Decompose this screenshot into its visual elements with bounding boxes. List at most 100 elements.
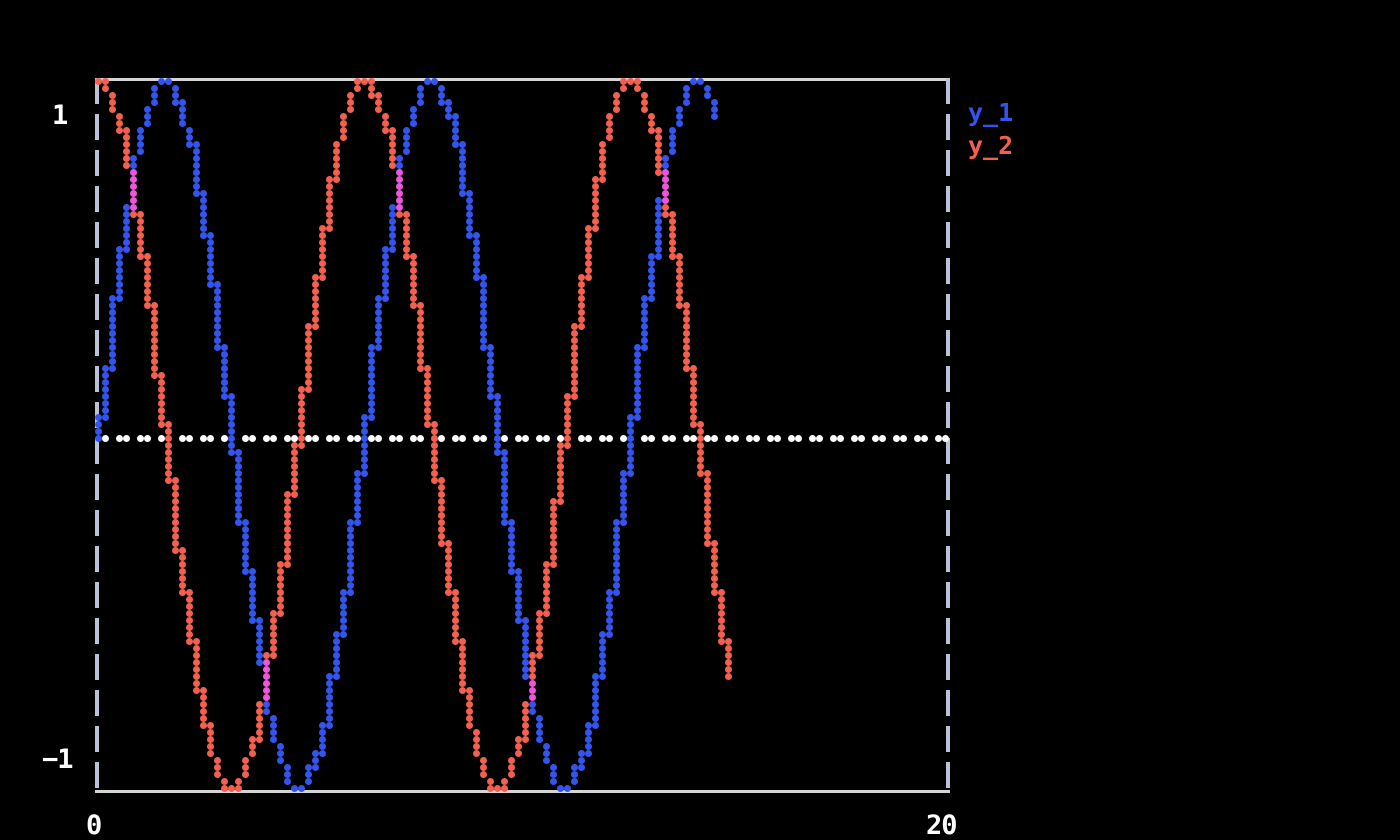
plot-dot (620, 78, 627, 85)
plot-dot (193, 141, 200, 148)
plot-dot (130, 197, 137, 204)
plot-dot (704, 498, 711, 505)
plot-dot (634, 386, 641, 393)
plot-dot (585, 246, 592, 253)
plot-dot (536, 624, 543, 631)
plot-dot (221, 351, 228, 358)
plot-dot (333, 169, 340, 176)
plot-dot (382, 281, 389, 288)
plot-dot (256, 701, 263, 708)
plot-dot (312, 323, 319, 330)
plot-dot (291, 785, 298, 792)
plot-dot (151, 323, 158, 330)
plot-dot (263, 659, 270, 666)
plot-dot (627, 456, 634, 463)
plot-dot (144, 435, 151, 442)
plot-dot (144, 274, 151, 281)
plot-dot (480, 330, 487, 337)
plot-dot (592, 211, 599, 218)
plot-dot (396, 190, 403, 197)
plot-dot (515, 610, 522, 617)
plot-dot (543, 435, 550, 442)
plot-dot (221, 778, 228, 785)
plot-dot (256, 729, 263, 736)
plot-dot (375, 435, 382, 442)
plot-dot (438, 519, 445, 526)
plot-dot (424, 379, 431, 386)
plot-dot (683, 85, 690, 92)
plot-dot (473, 736, 480, 743)
plot-dot (109, 316, 116, 323)
plot-dot (214, 337, 221, 344)
plot-dot (571, 337, 578, 344)
plot-dot (333, 176, 340, 183)
plot-dot (207, 435, 214, 442)
plot-dot (718, 603, 725, 610)
plot-dot (333, 148, 340, 155)
plot-dot (466, 190, 473, 197)
plot-dot (669, 211, 676, 218)
plot-dot (256, 631, 263, 638)
plot-dot (557, 477, 564, 484)
plot-dot (522, 645, 529, 652)
plot-dot (683, 351, 690, 358)
plot-dot (466, 694, 473, 701)
plot-dot (284, 435, 291, 442)
legend-entry-y1[interactable]: y_1 (968, 98, 1014, 127)
plot-dot (326, 211, 333, 218)
plot-dot (438, 491, 445, 498)
plot-dot (200, 197, 207, 204)
plot-dot (102, 386, 109, 393)
plot-dot (606, 596, 613, 603)
plot-dot (522, 708, 529, 715)
plot-dot (711, 582, 718, 589)
plot-dot (263, 708, 270, 715)
plot-dot (319, 253, 326, 260)
plot-dot (284, 533, 291, 540)
plot-dot (599, 155, 606, 162)
plot-dot (326, 687, 333, 694)
plot-dot (669, 134, 676, 141)
plot-dot (515, 750, 522, 757)
plot-dot (445, 540, 452, 547)
plot-dot (613, 575, 620, 582)
plot-dot (445, 554, 452, 561)
plot-dot (207, 736, 214, 743)
plot-dot (403, 225, 410, 232)
plot-dot (389, 148, 396, 155)
plot-dot (641, 99, 648, 106)
plot-dot (431, 456, 438, 463)
legend-entry-y2[interactable]: y_2 (968, 131, 1014, 160)
plot-dot (235, 449, 242, 456)
plot-dot (193, 680, 200, 687)
plot-dot (613, 568, 620, 575)
plot-dot (200, 435, 207, 442)
plot-dot (109, 99, 116, 106)
plot-dot (340, 603, 347, 610)
plot-dot (459, 652, 466, 659)
plot-dot (193, 687, 200, 694)
plot-dot (284, 498, 291, 505)
plot-dot (291, 463, 298, 470)
plot-dot (606, 127, 613, 134)
plot-dot (200, 204, 207, 211)
plot-dot (249, 610, 256, 617)
plot-dot (676, 113, 683, 120)
plot-dot (473, 253, 480, 260)
plot-dot (305, 764, 312, 771)
plot-dot (480, 302, 487, 309)
plot-dot (249, 736, 256, 743)
plot-dot (655, 232, 662, 239)
plot-dot (319, 722, 326, 729)
plot-dot (459, 659, 466, 666)
plot-dot (319, 239, 326, 246)
plot-dot (333, 631, 340, 638)
plot-dot (438, 505, 445, 512)
plot-dot (165, 442, 172, 449)
plot-dot (501, 519, 508, 526)
plot-dot (137, 232, 144, 239)
plot-dot (361, 442, 368, 449)
plot-dot (452, 127, 459, 134)
plot-dot (711, 554, 718, 561)
plot-dot (151, 316, 158, 323)
